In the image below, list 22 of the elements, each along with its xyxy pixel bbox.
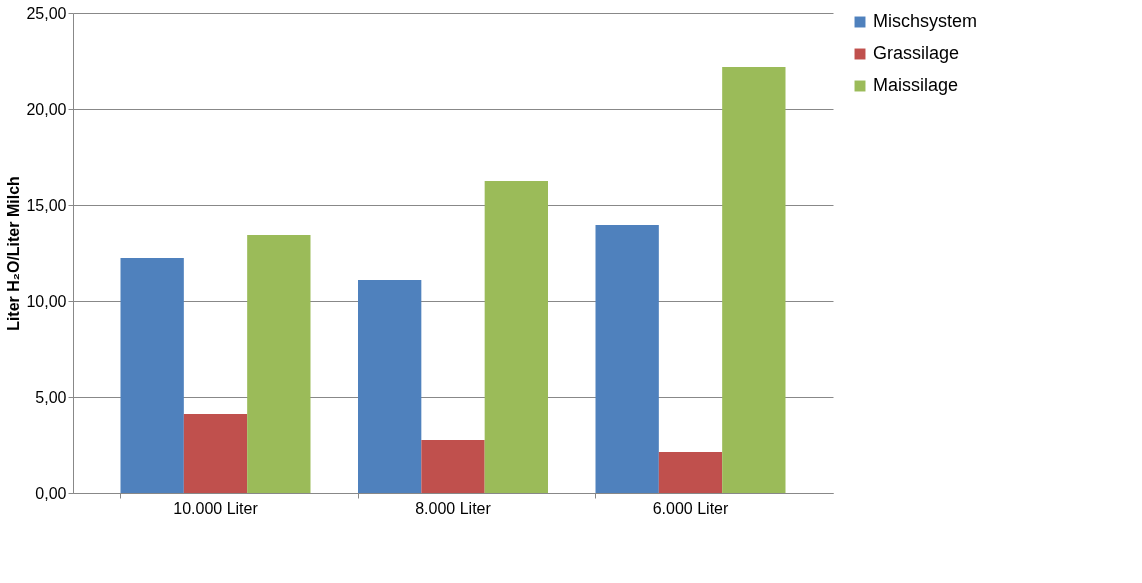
bar [595,224,659,493]
y-tick-label: 5,00 [35,388,67,406]
bar [120,257,184,493]
legend-label: Mischsystem [873,11,978,31]
y-tick-label: 25,00 [26,4,67,22]
legend-label: Grassilage [873,43,960,63]
y-tick-label: 20,00 [26,100,67,118]
bar [247,234,311,493]
bar [421,440,485,493]
y-axis-title: Liter H₂O/Liter Milch [5,176,23,331]
legend-label: Maissilage [873,75,959,95]
x-tick-label: 6.000 Liter [652,499,729,517]
y-tick-label: 10,00 [26,292,67,310]
bar [183,414,248,493]
y-tick-label: 0,00 [35,484,67,502]
x-tick-label: 10.000 Liter [173,499,259,517]
bar [658,451,723,493]
bar [358,280,422,493]
bar [722,66,786,493]
x-tick-label: 8.000 Liter [415,499,492,517]
y-tick-label: 15,00 [26,196,67,214]
bar [484,181,548,493]
